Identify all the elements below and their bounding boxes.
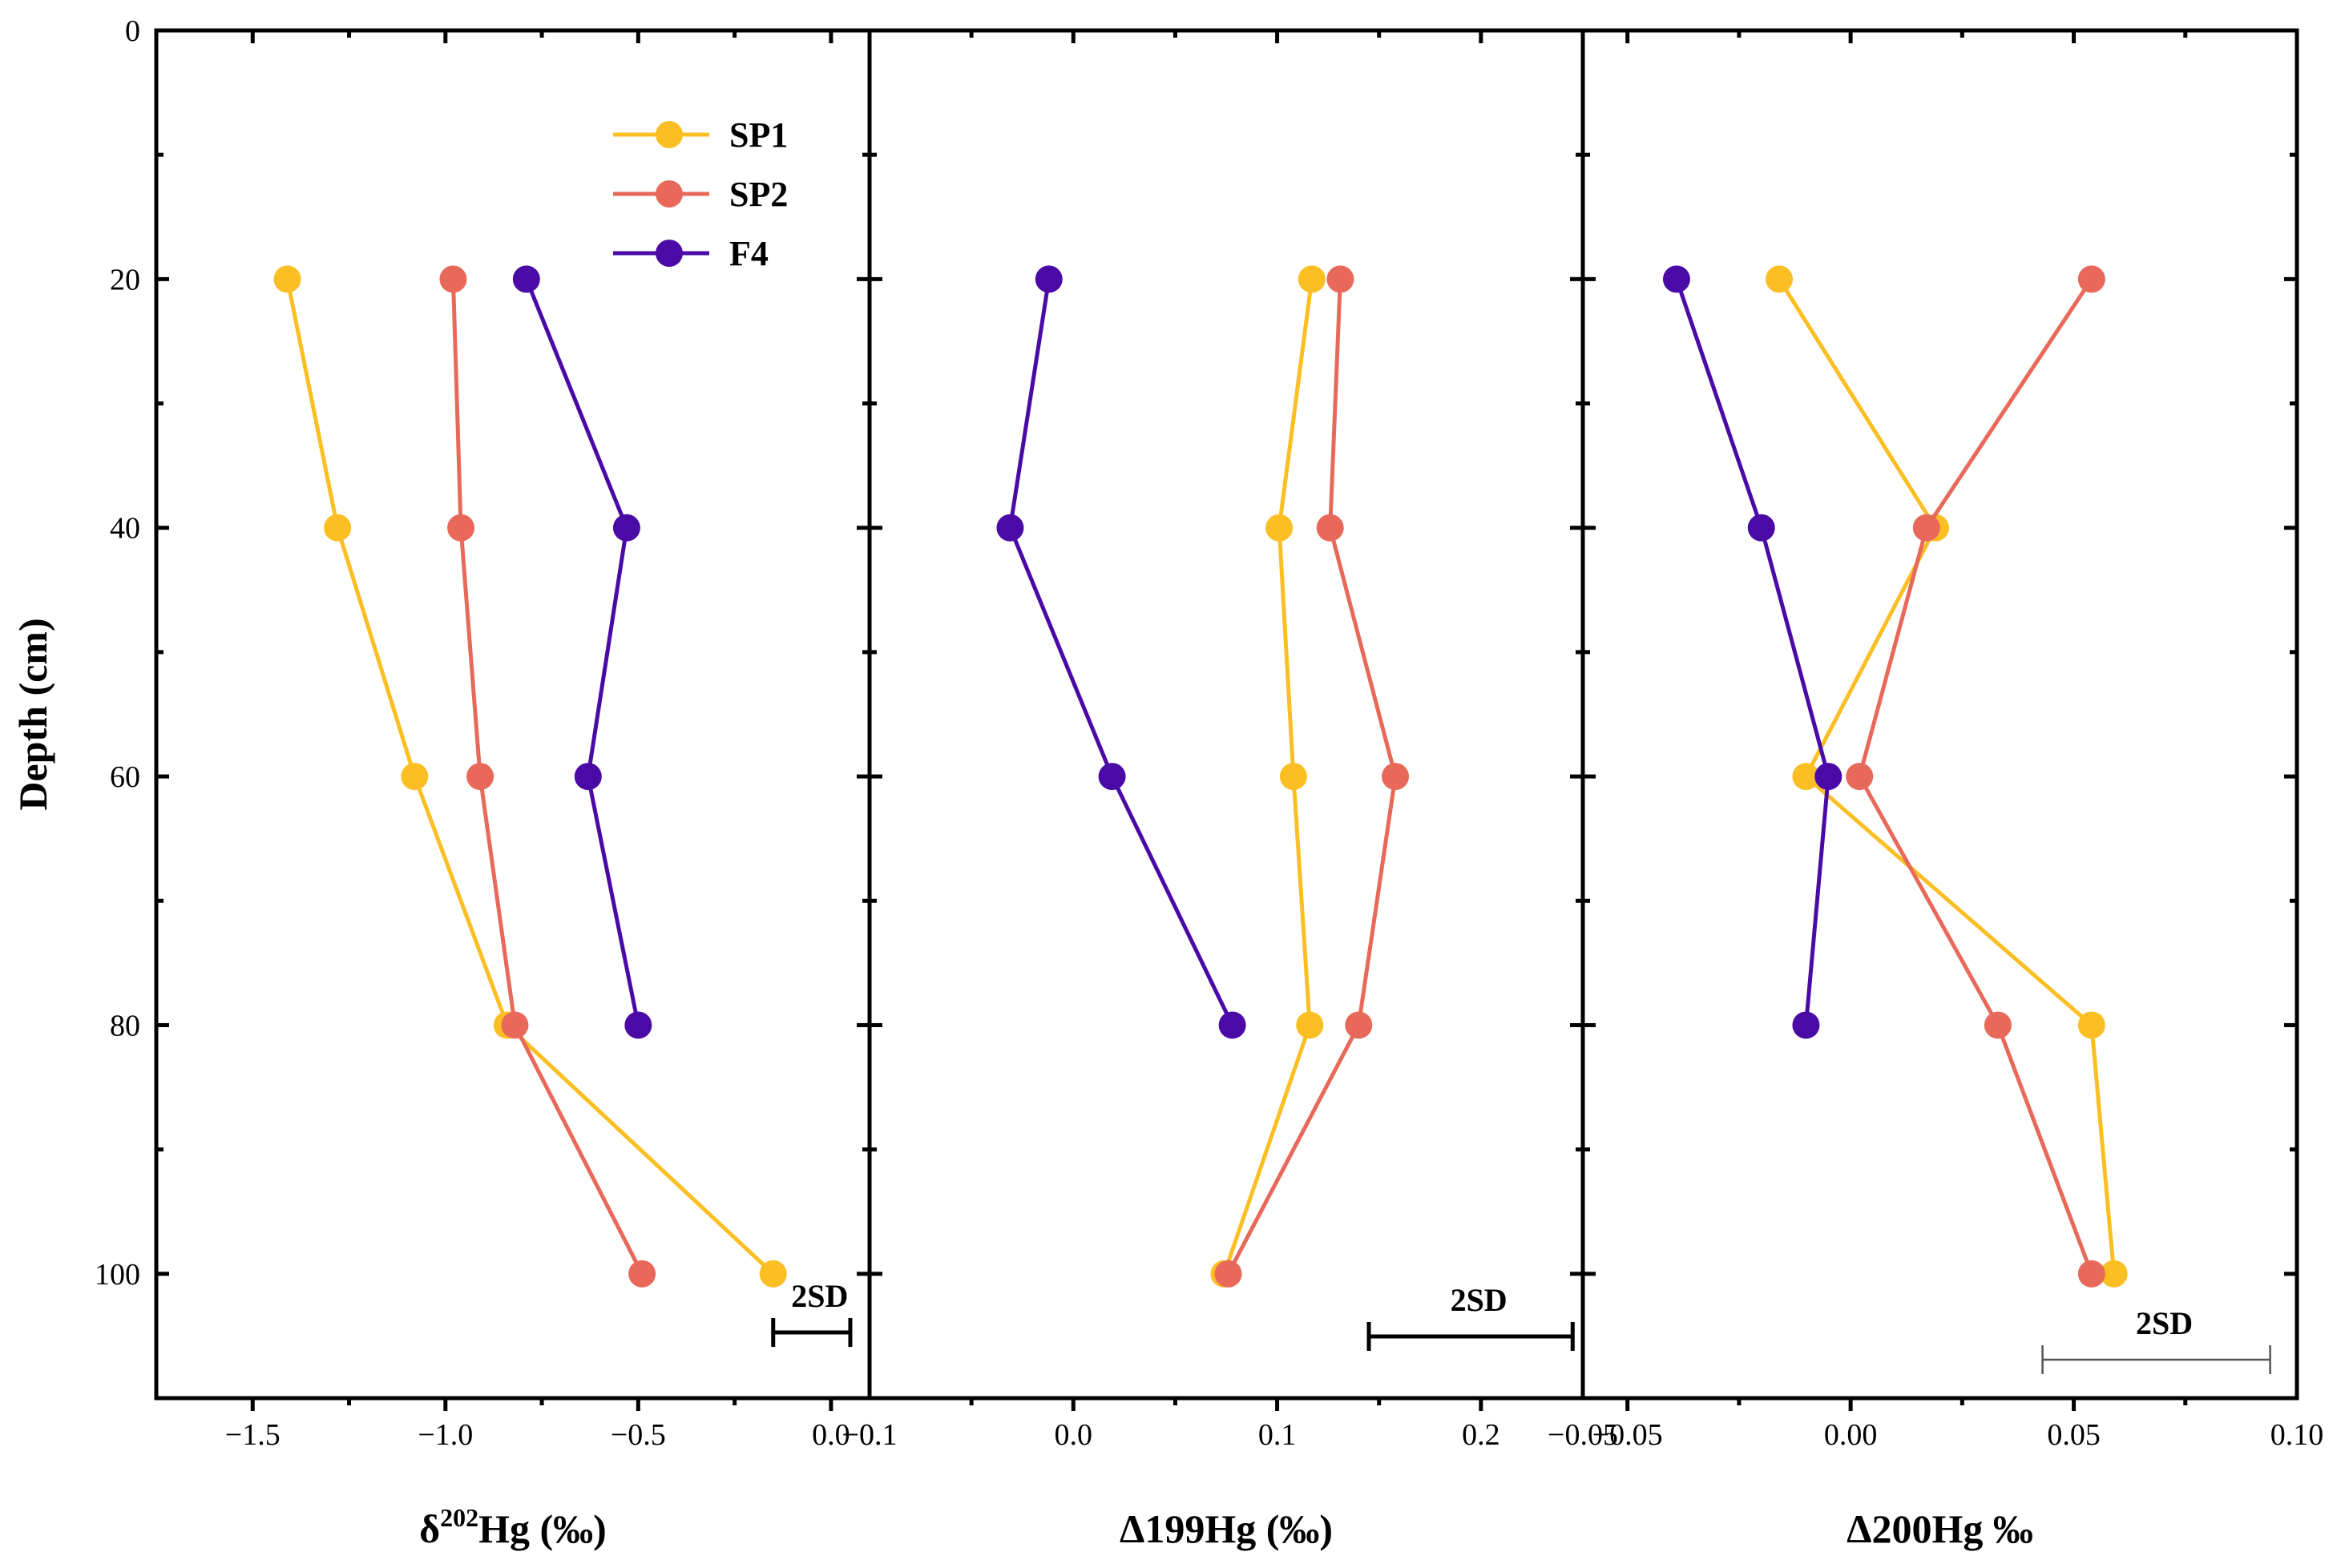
legend-label-sp1: SP1 [729, 115, 788, 155]
data-point-sp1 [1279, 763, 1307, 791]
x-axis-title-superscript: 202 [440, 1503, 478, 1532]
data-point-sp2 [1846, 763, 1874, 791]
data-point-f4 [612, 514, 640, 542]
x-axis-title-rest: Hg (‰) [478, 1506, 607, 1551]
y-tick-label: 60 [110, 760, 140, 794]
data-point-f4 [996, 514, 1024, 542]
data-point-sp2 [1326, 265, 1354, 293]
y-axis-title: Depth (cm) [10, 618, 55, 810]
x-tick-label: −1.0 [418, 1418, 473, 1452]
x-axis-title-D200: Δ200Hg ‰ [1847, 1506, 2033, 1551]
x-tick-label: 0.05 [2047, 1418, 2101, 1452]
legend-label-f4: F4 [729, 234, 769, 273]
data-point-f4 [1218, 1011, 1246, 1039]
series-line-sp1-d202 [285, 278, 775, 1276]
data-point-f4 [1035, 265, 1063, 293]
x-tick-label: −0.05 [1548, 1418, 1618, 1452]
x-tick-label: 0.0 [1055, 1418, 1093, 1452]
series-line-f4-D199 [1007, 278, 1234, 1026]
panel-frame-D200 [1580, 28, 2299, 1401]
panel-frame-D199 [867, 28, 1585, 1401]
x-tick-label: 0.0 [812, 1418, 850, 1452]
data-point-sp2 [1984, 1011, 2012, 1039]
x-tick-label: 0.00 [1824, 1418, 1878, 1452]
data-point-f4 [1814, 763, 1842, 791]
x-tick-label: −0.1 [842, 1418, 898, 1452]
data-point-f4 [1098, 763, 1126, 791]
x-tick-label: −0.05 [1592, 1418, 1663, 1452]
series-line-f4-d202 [524, 278, 640, 1026]
y-tick-label: 100 [95, 1258, 140, 1292]
data-point-sp1 [1298, 265, 1326, 293]
data-point-f4 [512, 265, 540, 293]
data-point-sp2 [439, 265, 467, 293]
data-point-f4 [624, 1011, 652, 1039]
sd-label: 2SD [791, 1278, 848, 1314]
x-axis-title-symbol: δ [419, 1506, 440, 1551]
data-point-sp1 [401, 763, 429, 791]
data-point-f4 [574, 763, 602, 791]
data-point-sp2 [1912, 514, 1940, 542]
data-point-sp2 [501, 1011, 529, 1039]
legend-label-sp2: SP2 [729, 175, 788, 214]
x-axis-title-D199: Δ199Hg (‰) [1120, 1506, 1333, 1551]
data-point-sp1 [2100, 1260, 2128, 1288]
data-point-sp1 [1766, 265, 1794, 293]
data-point-sp2 [2077, 1260, 2105, 1288]
y-tick-label: 80 [110, 1009, 140, 1042]
series-line-sp2-D200 [1857, 277, 2094, 1275]
series-line-f4-D200 [1674, 278, 1830, 1026]
data-point-sp2 [1382, 763, 1410, 791]
data-point-sp1 [324, 514, 352, 542]
legend-marker-sp2 [656, 180, 683, 208]
legend-marker-sp1 [656, 121, 683, 148]
data-point-f4 [1792, 1011, 1820, 1039]
x-tick-label: −0.1 [842, 1418, 898, 1452]
y-tick-label: 40 [110, 512, 140, 546]
data-point-f4 [1662, 265, 1690, 293]
y-tick-label: 0 [125, 14, 140, 48]
data-point-sp1 [2077, 1011, 2105, 1039]
data-point-sp1 [759, 1260, 787, 1288]
sd-label: 2SD [1451, 1282, 1508, 1318]
x-tick-label: 0.10 [2270, 1418, 2324, 1452]
x-tick-label: −0.5 [611, 1418, 666, 1452]
sd-label: 2SD [2136, 1305, 2193, 1341]
data-point-sp2 [2077, 265, 2105, 293]
x-tick-label: −1.5 [225, 1418, 281, 1452]
x-tick-label: 0.1 [1258, 1418, 1297, 1452]
data-point-sp2 [1345, 1011, 1373, 1039]
data-point-f4 [1747, 514, 1775, 542]
data-point-sp2 [1316, 514, 1344, 542]
data-point-sp1 [1265, 514, 1294, 542]
y-tick-label: 20 [110, 263, 140, 296]
data-point-sp1 [1296, 1011, 1324, 1039]
x-axis-title-d202: δ202Hg (‰) [419, 1503, 607, 1551]
series-line-sp2-D199 [1226, 279, 1398, 1275]
data-point-sp1 [1792, 763, 1820, 791]
legend-marker-f4 [656, 240, 683, 267]
data-point-sp2 [1214, 1260, 1242, 1288]
data-point-sp1 [273, 265, 301, 293]
data-point-sp2 [466, 763, 494, 791]
data-point-sp2 [447, 514, 475, 542]
data-point-sp2 [628, 1260, 656, 1288]
x-tick-label: 0.2 [1462, 1418, 1500, 1452]
